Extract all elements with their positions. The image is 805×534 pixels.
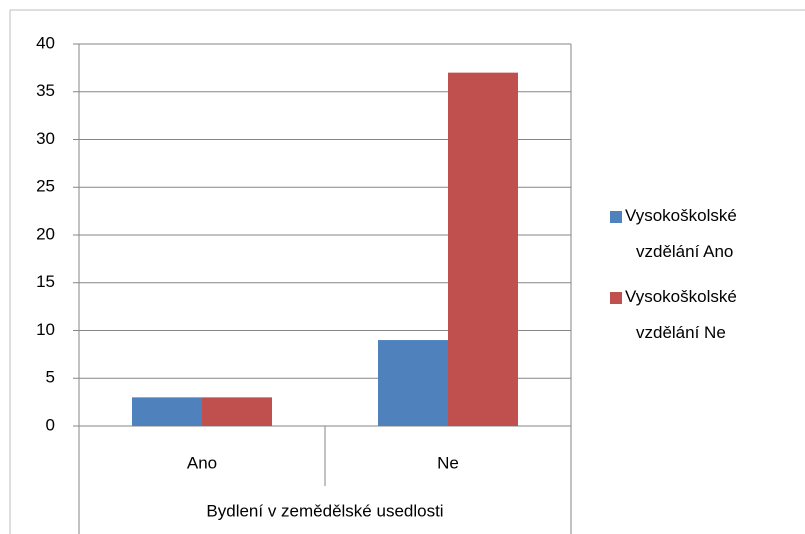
x-axis-title: Bydlení v zemědělské usedlosti xyxy=(206,501,443,520)
bar xyxy=(132,397,202,426)
y-tick-label: 20 xyxy=(36,224,55,243)
y-tick-label: 15 xyxy=(36,272,55,291)
bar xyxy=(448,72,518,427)
legend-swatch xyxy=(610,292,622,304)
y-tick-label: 30 xyxy=(36,129,55,148)
y-tick-label: 35 xyxy=(36,81,55,100)
bar xyxy=(202,397,272,426)
y-tick-label: 10 xyxy=(36,320,55,339)
legend-label: Vysokoškolské vzdělání Ano xyxy=(625,206,737,261)
y-tick-label: 25 xyxy=(36,177,55,196)
y-tick-label: 5 xyxy=(46,368,55,387)
bar xyxy=(378,340,448,426)
y-tick-label: 0 xyxy=(46,415,55,434)
y-tick-label: 40 xyxy=(36,33,55,52)
x-tick-label: Ano xyxy=(187,453,217,472)
legend-label: Vysokoškolské vzdělání Ne xyxy=(625,287,737,342)
legend-swatch xyxy=(610,211,622,223)
x-tick-label: Ne xyxy=(437,453,459,472)
